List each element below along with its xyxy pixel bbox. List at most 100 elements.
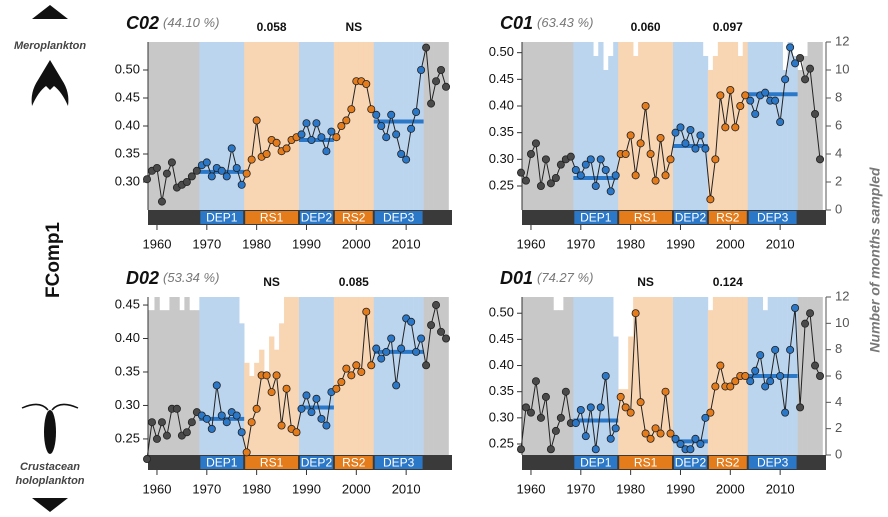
arrow-down [32, 498, 68, 512]
months-bar [668, 42, 673, 210]
period-label: DEP3 [757, 456, 789, 470]
months-bar [189, 42, 194, 210]
point [273, 372, 280, 379]
point [283, 385, 290, 392]
point [248, 156, 255, 163]
x-tick-label: 1970 [192, 481, 221, 496]
point [228, 145, 235, 152]
y-tick-label: 0.40 [489, 97, 514, 112]
months-bar [588, 297, 593, 455]
months-bar [374, 297, 379, 455]
point [163, 170, 170, 177]
months-bar [379, 297, 384, 455]
point [801, 320, 808, 327]
point [348, 372, 355, 379]
months-bar [319, 42, 324, 210]
point [432, 301, 439, 308]
point [712, 383, 719, 390]
months-bar [434, 297, 439, 455]
point [816, 372, 823, 379]
months-bar [543, 297, 548, 455]
point [208, 173, 215, 180]
test-label: 0.124 [713, 275, 743, 289]
point [747, 378, 754, 385]
months-bar [394, 297, 399, 455]
point [647, 435, 654, 442]
point [408, 125, 415, 132]
point [782, 409, 789, 416]
point [612, 172, 619, 179]
point [343, 365, 350, 372]
months-bar [703, 297, 708, 455]
point [697, 440, 704, 447]
y2-tick-label: 10 [835, 61, 849, 76]
months-bar [613, 42, 618, 210]
point [253, 405, 260, 412]
test-label: NS [345, 20, 362, 34]
point [158, 419, 165, 426]
point [577, 172, 584, 179]
point [243, 449, 250, 456]
months-bar [309, 297, 314, 455]
panel-subtitle: (44.10 %) [163, 15, 219, 30]
point [153, 435, 160, 442]
months-bar [698, 42, 703, 210]
point [707, 409, 714, 416]
y2-tick-label: 12 [835, 33, 849, 48]
point [422, 362, 429, 369]
point [303, 120, 310, 127]
panel-subtitle: (74.27 %) [537, 270, 593, 285]
months-bar [399, 42, 404, 210]
y2-tick-label: 2 [835, 420, 842, 435]
months-bar [563, 42, 568, 210]
months-bar [444, 297, 449, 455]
point [213, 382, 220, 389]
months-bar [194, 310, 199, 455]
period-label: DEP3 [757, 211, 789, 225]
months-bar [324, 297, 329, 455]
months-bar [618, 42, 623, 210]
point [437, 328, 444, 335]
months-bar [683, 297, 688, 455]
months-bar [259, 350, 264, 455]
point [273, 139, 280, 146]
arrow-up [32, 5, 68, 19]
months-bar [708, 70, 713, 210]
point [163, 432, 170, 439]
point [806, 310, 813, 317]
period-label: DEP3 [383, 456, 415, 470]
point [532, 378, 539, 385]
point [816, 156, 823, 163]
point [408, 318, 415, 325]
point [662, 388, 669, 395]
point [587, 404, 594, 411]
point [732, 124, 739, 131]
months-bar [523, 297, 528, 455]
x-tick-label: 1960 [143, 481, 172, 496]
months-bar [658, 42, 663, 210]
point [422, 44, 429, 51]
point [632, 172, 639, 179]
point [537, 182, 544, 189]
months-bar [628, 42, 633, 210]
x-tick-label: 1980 [242, 481, 271, 496]
period-label: RS1 [260, 211, 284, 225]
x-tick-label: 1990 [292, 481, 321, 496]
y-tick-label: 0.35 [115, 363, 140, 378]
point [572, 419, 579, 426]
point [388, 335, 395, 342]
period-label: DEP1 [206, 211, 238, 225]
test-label: 0.097 [713, 20, 743, 34]
months-bar [703, 56, 708, 210]
period-label: DEP2 [301, 211, 333, 225]
point [712, 156, 719, 163]
period-label: RS2 [716, 456, 740, 470]
y-tick-label: 0.30 [115, 173, 140, 188]
point [547, 446, 554, 453]
point [378, 122, 385, 129]
x-tick-label: 2010 [392, 481, 421, 496]
x-tick-label: 1980 [616, 481, 645, 496]
point [248, 419, 255, 426]
y-tick-label: 0.30 [115, 397, 140, 412]
panel-title-name: C02 [126, 13, 159, 33]
